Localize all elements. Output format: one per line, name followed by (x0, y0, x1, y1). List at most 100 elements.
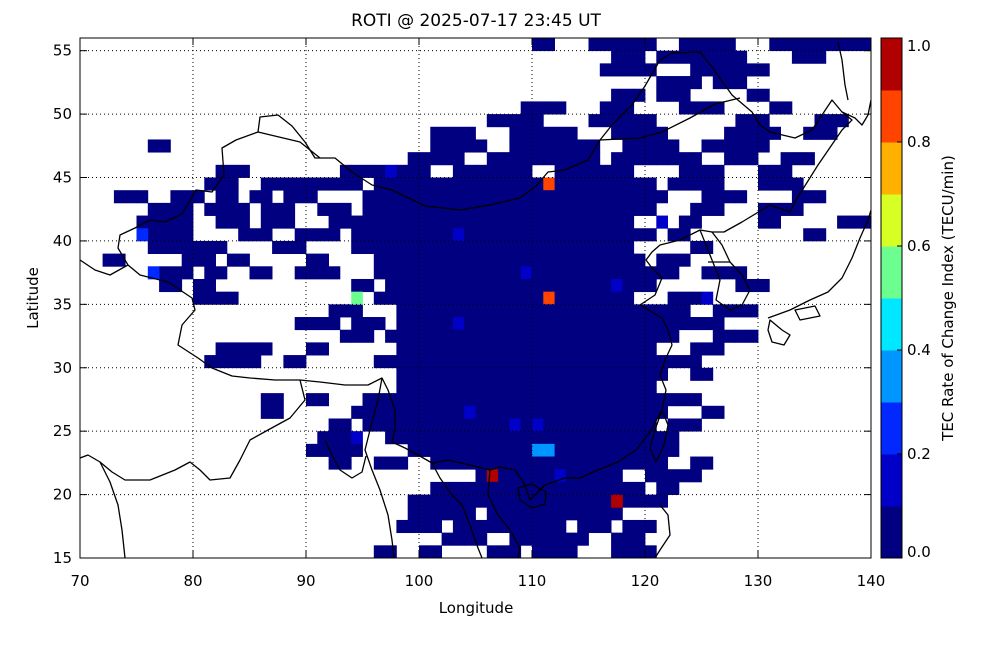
roti-cell (633, 494, 646, 508)
roti-cell (486, 545, 499, 558)
roti-cell (701, 139, 714, 153)
roti-cell (260, 228, 273, 242)
roti-cell (159, 266, 171, 280)
roti-cell (814, 228, 827, 242)
roti-cell (147, 139, 160, 153)
roti-cell (633, 367, 646, 381)
roti-cell (430, 304, 442, 318)
roti-cell (588, 164, 601, 178)
roti-cell (520, 266, 533, 280)
roti-cell (611, 393, 623, 407)
roti-cell (565, 240, 578, 255)
roti-cell (690, 101, 702, 115)
roti-cell (712, 317, 725, 331)
roti-cell (588, 507, 601, 521)
roti-cell (339, 329, 352, 343)
roti-cell (758, 164, 770, 178)
roti-cell (441, 532, 454, 546)
roti-cell (407, 253, 420, 267)
roti-cell (215, 266, 228, 280)
myanmar-border (364, 377, 395, 558)
roti-cell (283, 240, 296, 255)
roti-cell (407, 355, 420, 369)
roti-cell (441, 202, 454, 216)
roti-cell (441, 367, 454, 381)
roti-cell (385, 177, 397, 191)
roti-cell (419, 342, 431, 356)
roti-cell (328, 177, 341, 191)
roti-cell (735, 63, 748, 77)
roti-cell (441, 240, 454, 255)
roti-cell (577, 380, 589, 394)
roti-cell (204, 355, 216, 369)
roti-cell (565, 367, 578, 381)
roti-cell (396, 380, 409, 394)
roti-cell (780, 177, 793, 191)
roti-cell (407, 304, 420, 318)
roti-cell (769, 101, 781, 115)
roti-cell (565, 126, 578, 140)
colorbar-segment (881, 38, 902, 91)
roti-cell (577, 278, 589, 293)
roti-cell (599, 101, 612, 115)
roti-cell (645, 266, 657, 280)
roti-cell (690, 418, 702, 432)
roti-cell (803, 38, 815, 52)
roti-cell (633, 202, 646, 216)
roti-cell (430, 215, 442, 229)
roti-cell (678, 101, 691, 115)
roti-cell (543, 38, 555, 52)
roti-cell (419, 278, 431, 293)
roti-cell (419, 240, 431, 255)
roti-cell (543, 393, 555, 407)
roti-cell (249, 190, 262, 204)
roti-cell (724, 50, 736, 64)
roti-cell (486, 291, 499, 305)
roti-cell (565, 278, 578, 293)
roti-cell (577, 139, 589, 153)
roti-cell (543, 418, 555, 432)
roti-cell (385, 253, 397, 267)
roti-cell (599, 278, 612, 293)
roti-cell (452, 253, 465, 267)
roti-cell (452, 240, 465, 255)
roti-cell (746, 139, 759, 153)
roti-cell (317, 431, 329, 445)
roti-cell (554, 190, 567, 204)
roti-cell (407, 317, 420, 331)
roti-cell (430, 507, 442, 521)
roti-cell (441, 393, 454, 407)
roti-cell (351, 317, 363, 331)
roti-cell (543, 380, 555, 394)
roti-cell (464, 443, 476, 457)
roti-cell (633, 418, 646, 432)
roti-cell (362, 317, 375, 331)
roti-cell (486, 329, 499, 343)
roti-cell (599, 405, 612, 419)
roti-cell (294, 228, 307, 242)
roti-cell (520, 507, 533, 521)
roti-cell (475, 380, 488, 394)
roti-cell (385, 405, 397, 419)
roti-cell (611, 304, 623, 318)
roti-cell (554, 469, 567, 483)
roti-cell (396, 456, 409, 470)
roti-cell (543, 481, 555, 495)
roti-cell (283, 190, 296, 204)
roti-cell (419, 519, 431, 534)
roti-cell (509, 215, 522, 229)
roti-cell (532, 393, 544, 407)
roti-cell (554, 278, 567, 293)
roti-cell (430, 278, 442, 293)
roti-cell (532, 266, 544, 280)
roti-cell (678, 76, 691, 90)
roti-cell (170, 215, 183, 229)
roti-cell (611, 443, 623, 457)
roti-cell (554, 266, 567, 280)
roti-cell (419, 291, 431, 305)
roti-cell (419, 202, 431, 216)
roti-cell (464, 355, 476, 369)
roti-cell (226, 190, 239, 204)
roti-cell (215, 240, 228, 255)
